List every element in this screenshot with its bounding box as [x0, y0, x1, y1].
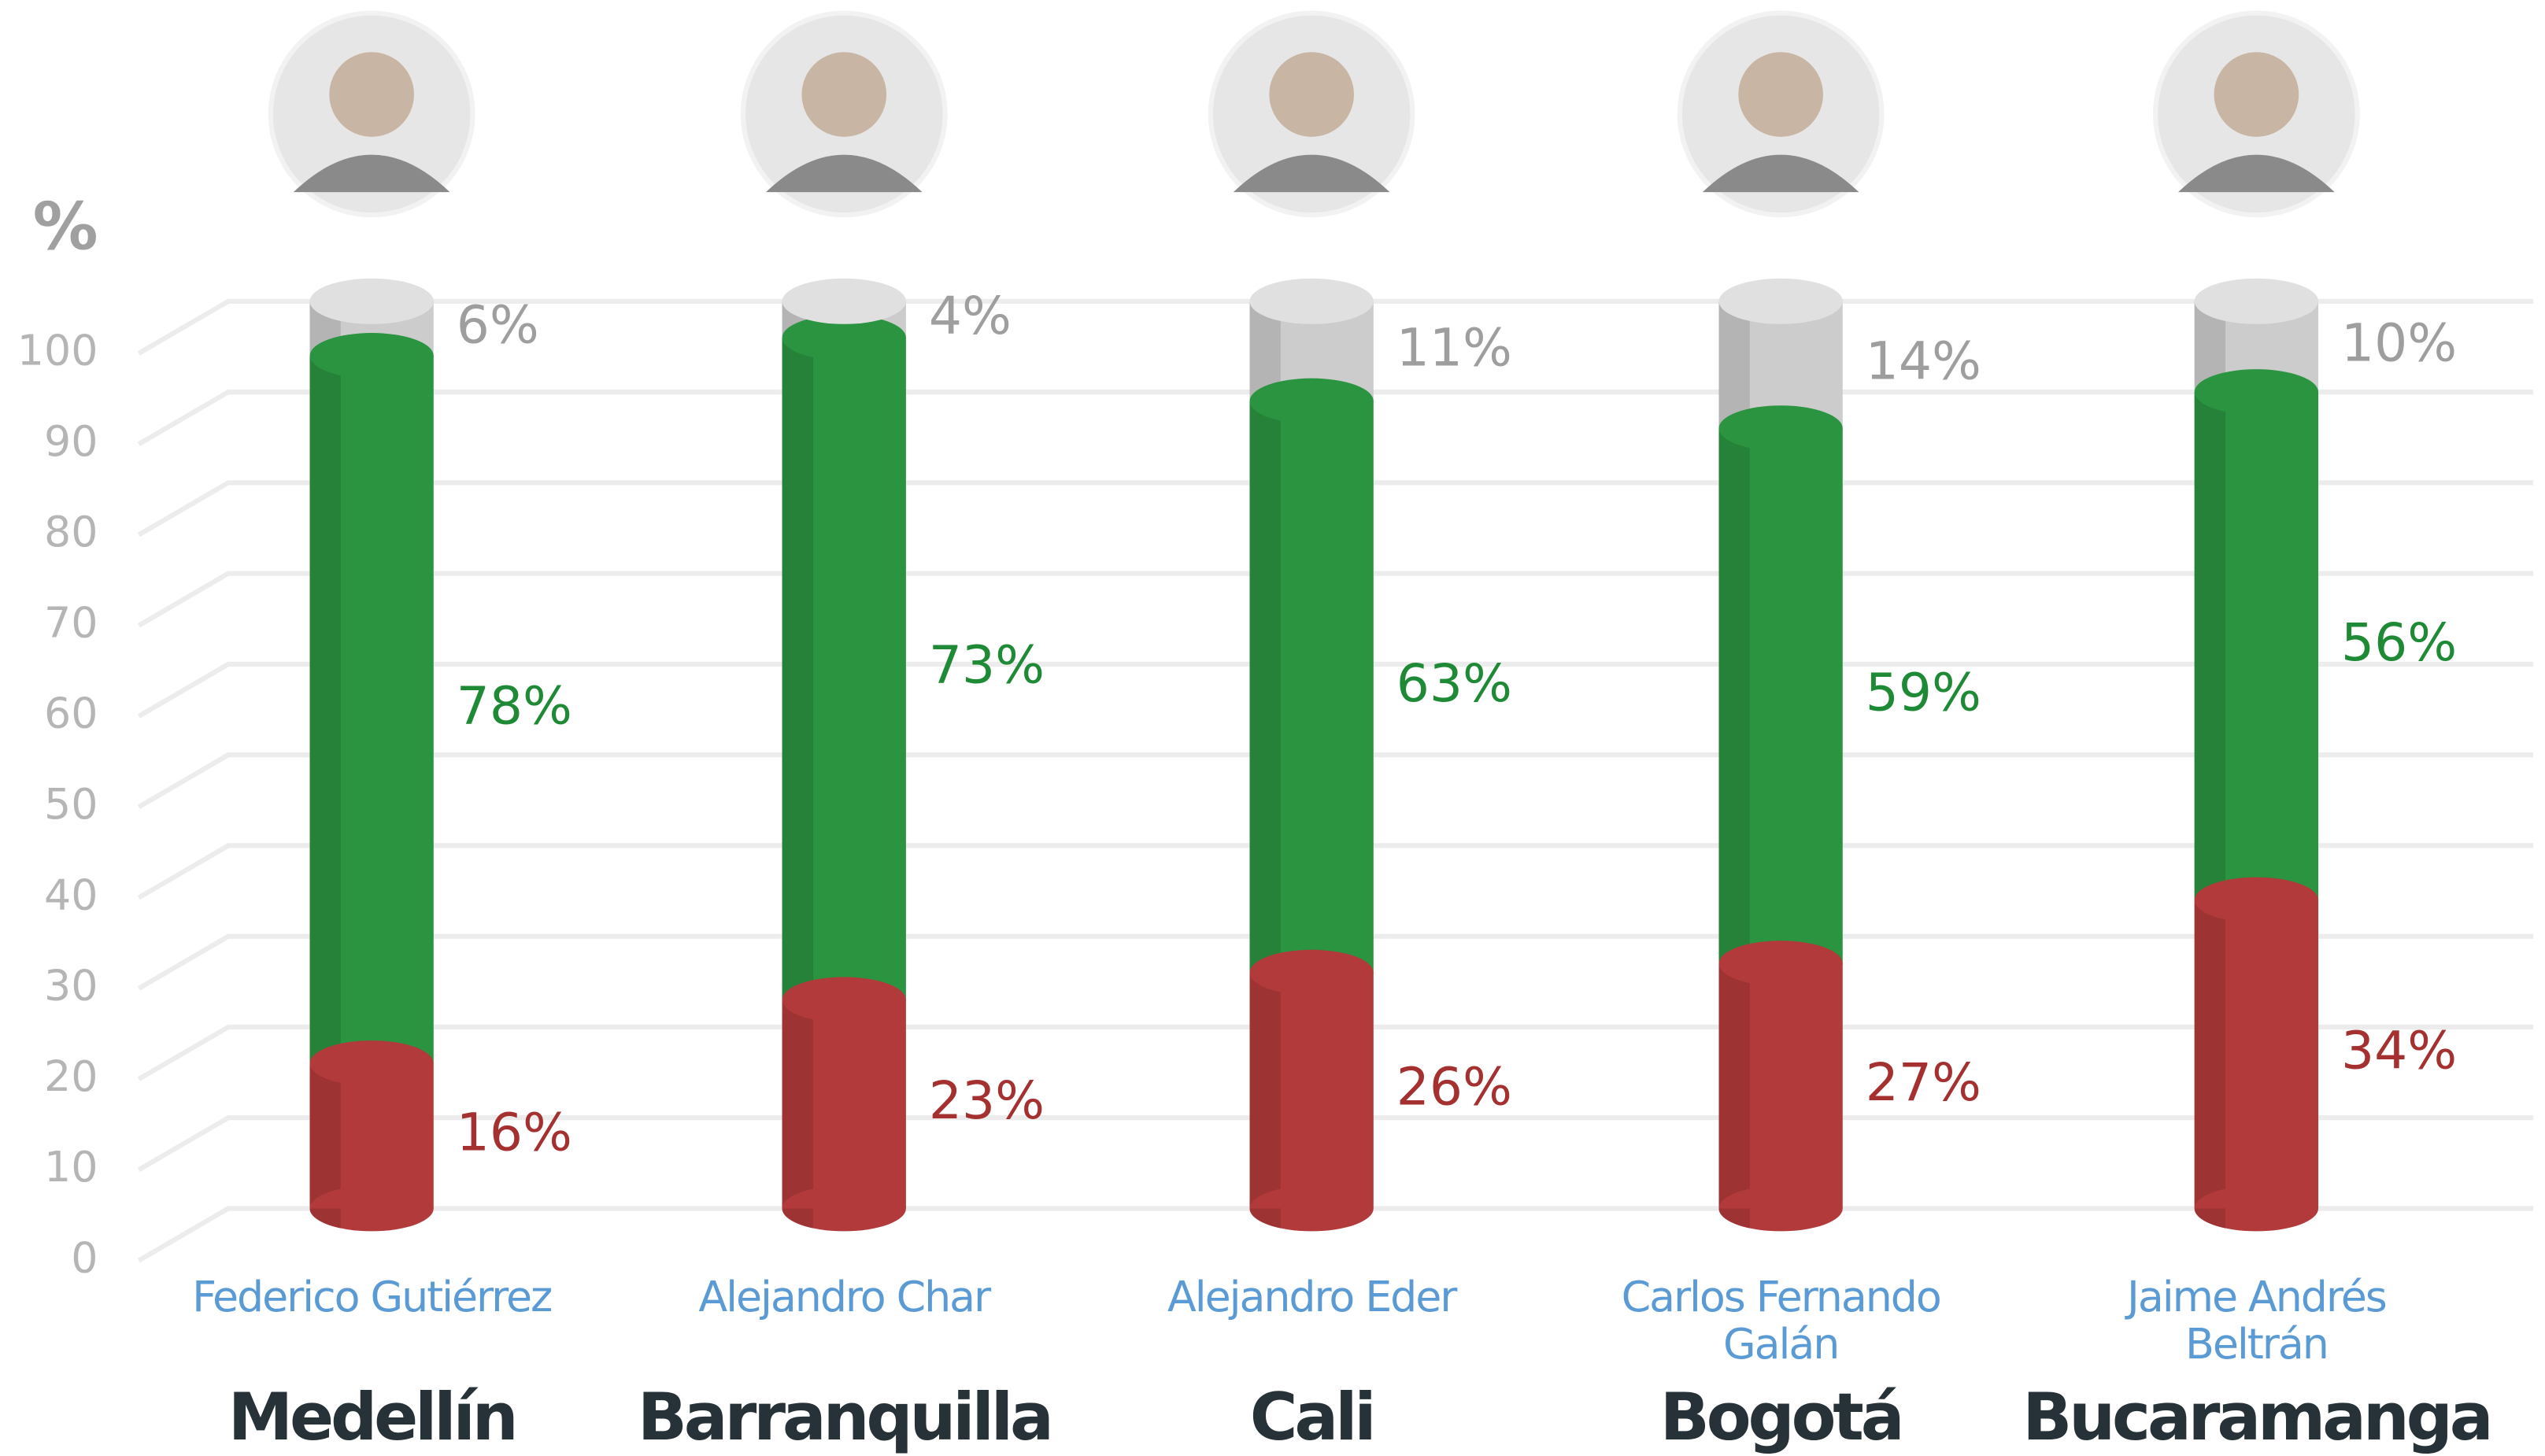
y-tick-label: 10: [44, 1142, 98, 1192]
bar-segment: [1719, 963, 1843, 1231]
bar-join: [1250, 950, 1374, 996]
bar-bottom-shade: [1250, 1208, 1281, 1228]
photo-head: [1269, 52, 1354, 137]
value-label: 14%: [1866, 331, 1981, 392]
value-label: 10%: [2341, 313, 2457, 374]
value-label: 73%: [929, 635, 1045, 696]
bar-join: [1719, 405, 1843, 451]
category-label: Bucaramanga: [2022, 1379, 2490, 1455]
y-tick-label: 40: [44, 870, 98, 919]
y-tick-label: 50: [44, 779, 98, 829]
bar-shade: [310, 356, 341, 1063]
y-tick-label: 70: [44, 597, 98, 647]
category-label: Cali: [1250, 1379, 1374, 1455]
bar-join: [1719, 940, 1843, 986]
candidate-name: Alejandro Char: [698, 1272, 992, 1321]
bar-segment: [782, 338, 906, 1022]
bar-bottom-shade: [782, 1208, 813, 1228]
bar-shade: [2195, 392, 2225, 900]
bar-join: [310, 1040, 434, 1086]
value-label: 34%: [2341, 1021, 2457, 1081]
value-label: 27%: [1866, 1052, 1981, 1113]
y-tick-label: 20: [44, 1051, 98, 1101]
value-label: 11%: [1396, 317, 1512, 378]
bar-shade: [1719, 428, 1750, 963]
bar-join: [1250, 379, 1374, 424]
photo-head: [1738, 52, 1823, 137]
bar-shade: [782, 1000, 813, 1208]
bar-shade: [1250, 973, 1281, 1209]
value-label: 56%: [2341, 612, 2457, 673]
y-tick-label: 30: [44, 961, 98, 1011]
y-tick-label: 100: [17, 326, 98, 375]
candidate-name: Federico Gutiérrez: [192, 1272, 551, 1321]
bar-segment: [782, 1000, 906, 1231]
bar-bottom-shade: [2195, 1208, 2225, 1228]
bar-top: [782, 279, 906, 324]
photo-head: [2214, 52, 2299, 137]
bar-segment: [782, 279, 906, 360]
bar-shade: [310, 1063, 341, 1208]
bar-segment: [1250, 279, 1374, 424]
chart: % 0 10 20 30 40 50 60 70 80 90 100 16% 78% 6% Federico…: [0, 0, 2545, 1456]
bar-join: [782, 977, 906, 1022]
category-label: Barranquilla: [638, 1379, 1051, 1455]
candidate-name: Jaime Andrés: [2125, 1272, 2386, 1321]
bar-top: [1250, 279, 1374, 324]
value-label: 78%: [457, 676, 572, 737]
bar-join: [2195, 369, 2318, 415]
bar-shade: [1719, 963, 1750, 1208]
bar-join: [2195, 878, 2318, 923]
bar-shade: [1719, 301, 1750, 428]
bar-bottom-shade: [310, 1208, 341, 1228]
bar-segment: [2195, 279, 2318, 415]
bar-join: [310, 333, 434, 379]
candidate-name: Carlos Fernando: [1622, 1272, 1940, 1321]
bar-bottom-shade: [1719, 1208, 1750, 1228]
y-axis-label: %: [33, 188, 98, 264]
bar-segment: [2195, 392, 2318, 922]
candidate-name: Galán: [1723, 1319, 1838, 1369]
value-label: 63%: [1396, 653, 1512, 714]
category-label: Bogotá: [1660, 1379, 1902, 1455]
category-label: Medellín: [228, 1379, 516, 1455]
bar-segment: [1250, 973, 1374, 1232]
candidate-name: Alejandro Eder: [1167, 1272, 1458, 1321]
bar-segment: [1719, 428, 1843, 986]
bar-top: [310, 279, 434, 324]
candidate-name: Beltrán: [2185, 1319, 2328, 1369]
y-tick-label: 60: [44, 689, 98, 738]
photo-head: [801, 52, 886, 137]
value-label: 59%: [1866, 662, 1981, 722]
bar-top: [1719, 279, 1843, 324]
bar-segment: [310, 1063, 434, 1231]
page: % 0 10 20 30 40 50 60 70 80 90 100 16% 78% 6% Federico…: [0, 0, 2545, 1456]
bar-segment: [2195, 900, 2318, 1232]
bar-segment: [310, 279, 434, 379]
value-label: 4%: [929, 286, 1012, 346]
photo-head: [329, 52, 414, 137]
y-tick-label: 0: [71, 1232, 98, 1282]
value-label: 16%: [457, 1102, 572, 1162]
bar-shade: [1250, 401, 1281, 973]
y-tick-label: 80: [44, 507, 98, 556]
bar-shade: [2195, 900, 2225, 1209]
bar-shade: [782, 338, 813, 1000]
bar-segment: [310, 356, 434, 1086]
bar-segment: [1719, 279, 1843, 451]
value-label: 6%: [457, 294, 539, 355]
value-label: 26%: [1396, 1057, 1512, 1118]
bar-segment: [1250, 401, 1374, 996]
bar-top: [2195, 279, 2318, 324]
y-tick-label: 90: [44, 416, 98, 466]
value-label: 23%: [929, 1070, 1045, 1131]
